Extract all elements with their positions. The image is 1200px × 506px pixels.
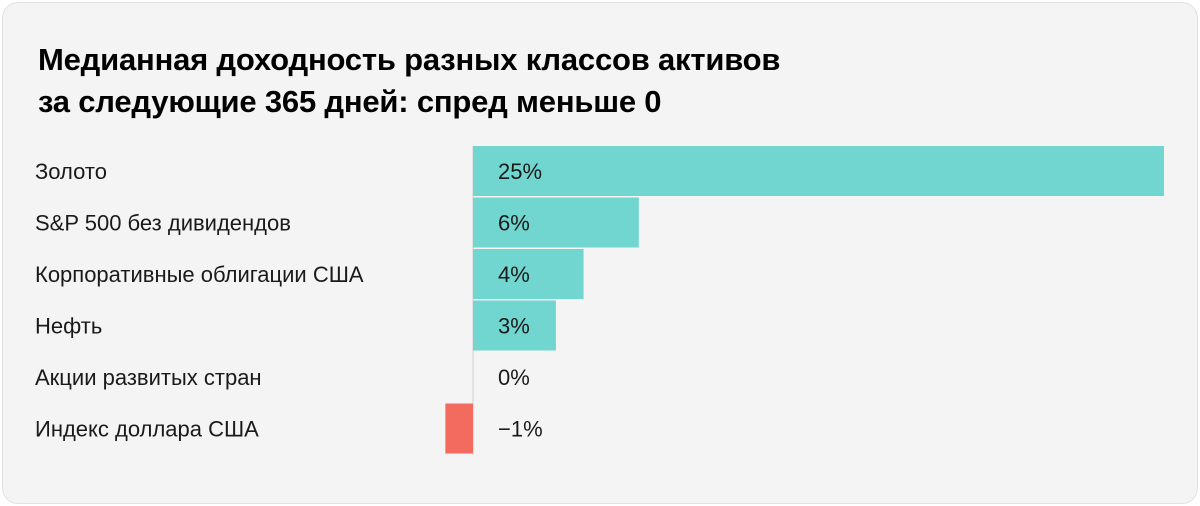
category-label: Нефть (35, 314, 102, 339)
bar (473, 300, 556, 351)
category-label: Акции развитых стран (35, 365, 262, 390)
chart-title-line-1: Медианная доходность разных классов акти… (38, 42, 781, 77)
value-label: 3% (498, 314, 530, 339)
chart-title: Медианная доходность разных классов акти… (38, 39, 780, 123)
category-label: Корпоративные облигации США (35, 262, 364, 287)
value-label: 25% (498, 159, 542, 184)
bar (473, 249, 584, 299)
category-label: Золото (35, 159, 107, 184)
chart-title-line-2: за следующие 365 дней: спред меньше 0 (38, 84, 662, 119)
bar (445, 403, 473, 454)
bar (473, 146, 1164, 196)
category-label: S&P 500 без дивидендов (35, 211, 291, 236)
value-label: 4% (498, 262, 530, 287)
value-label: −1% (498, 417, 543, 442)
category-label: Индекс доллара США (35, 417, 259, 442)
value-label: 6% (498, 211, 530, 236)
bar (473, 197, 639, 248)
value-label: 0% (498, 365, 530, 390)
